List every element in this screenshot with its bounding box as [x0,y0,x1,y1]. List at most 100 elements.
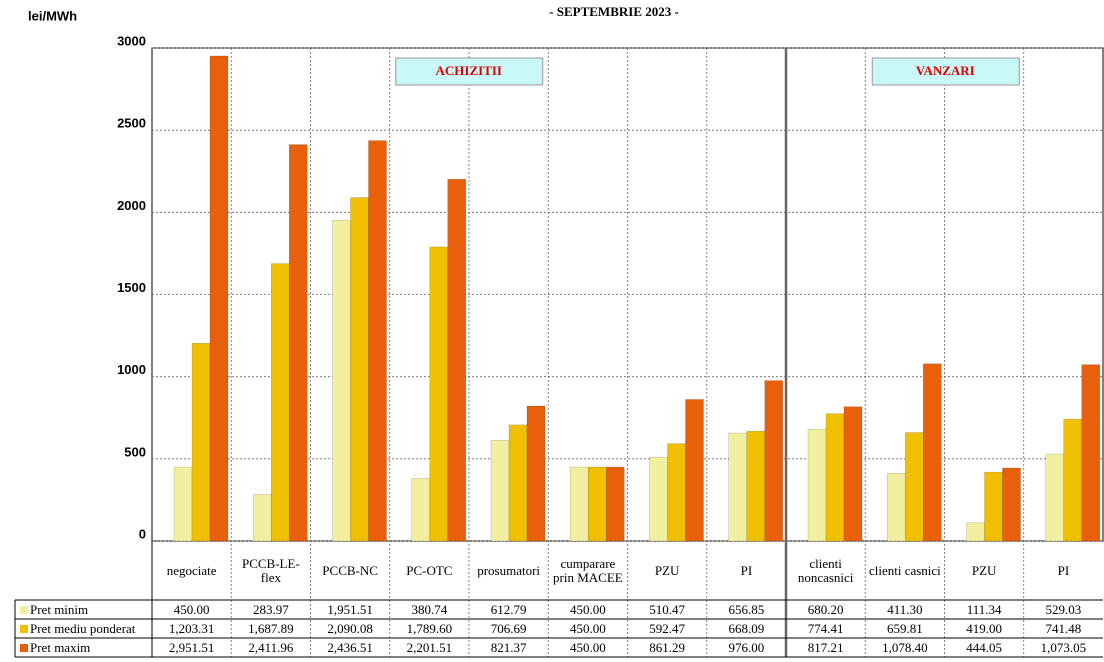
data-label: 821.37 [490,639,527,655]
bar [271,263,290,542]
data-label: 529.03 [1045,601,1082,617]
category-label: clienti casnici [868,563,941,578]
y-axis-label: lei/MWh [28,8,77,23]
category-label: PI [740,563,753,578]
y-tick-label: 2500 [117,116,146,131]
data-label: 2,951.51 [168,639,215,655]
bar [209,55,229,542]
data-label: 510.47 [649,601,685,617]
bar [173,466,193,542]
y-tick-label: 2000 [117,198,146,213]
data-label: 2,201.51 [406,639,453,655]
bar [685,399,704,542]
data-label: 450.00 [570,601,606,617]
bar [508,424,528,542]
data-label: 411.30 [887,601,923,617]
data-label: 450.00 [570,620,606,636]
bar [728,432,747,542]
bar [843,406,863,542]
bar [332,220,351,542]
annotation: ACHIZITII [436,63,502,78]
bar [411,478,430,542]
data-label: 2,411.96 [248,639,294,655]
data-label: 656.85 [728,601,765,617]
data-label: 1,203.31 [168,620,215,636]
bar [825,413,845,542]
bar [764,380,783,542]
data-label: 1,789.60 [406,620,453,636]
bar [350,197,369,542]
y-tick-label: 3000 [117,33,146,48]
bar [289,144,308,542]
data-label: 283.97 [253,601,289,617]
data-label: 741.48 [1045,620,1082,636]
legend-swatch [20,643,28,652]
category-label: PI [1057,563,1070,578]
category-label: PZU [971,563,997,578]
data-label: 592.47 [649,620,685,636]
bar [570,466,589,542]
bar [191,343,211,542]
legend-item: Pret maxim [16,638,152,657]
bar [649,456,668,542]
bar [923,363,942,542]
y-tick-label: 1500 [117,280,146,295]
data-label: 817.21 [807,639,844,655]
data-label: 444.05 [966,639,1002,655]
y-tick-label: 1000 [117,362,146,377]
data-label: 2,436.51 [327,639,373,655]
bar [984,471,1003,542]
data-label: 450.00 [570,639,606,655]
bar [887,473,906,542]
annotation-box [395,57,544,86]
bar [588,466,607,542]
bar [1002,467,1021,542]
category-label: clienti noncasnici [797,556,854,585]
bar [746,430,765,542]
chart-title: - SEPTEMBRIE 2023 - [549,4,679,19]
data-label: 659.81 [887,620,923,636]
data-label: 861.29 [649,639,685,655]
legend-item: Pret mediu ponderat [16,619,152,638]
data-label: 668.09 [728,620,765,636]
legend-swatch [20,605,28,614]
legend-label: Pret minim [30,601,89,617]
category-label: negociate [166,563,217,578]
category-label: prosumatori [477,563,541,578]
bar [526,405,546,542]
category-label: PZU [654,563,680,578]
bar [905,432,924,542]
legend-item: Pret minim [16,600,152,619]
data-label: 111.34 [966,601,1002,617]
bar [429,246,448,542]
data-label: 1,078.40 [882,639,928,655]
legend-label: Pret maxim [30,639,91,655]
data-label: 1,687.89 [248,620,294,636]
y-tick-label: 0 [139,526,146,541]
bar [1063,418,1082,542]
data-label: 2,090.08 [327,620,373,636]
data-label: 774.41 [807,620,844,636]
data-label: 706.69 [490,620,527,636]
category-label: PCCB-LE-flex [241,556,300,585]
bar [1081,364,1100,542]
bar [490,440,510,542]
bar [966,522,985,542]
bar [807,428,827,542]
legend-label: Pret mediu ponderat [30,620,136,636]
data-label: 976.00 [728,639,765,655]
category-label: PC-OTC [406,563,453,578]
legend-swatch [20,624,28,633]
data-label: 450.00 [173,601,210,617]
annotation: VANZARI [916,63,975,78]
data-label: 380.74 [411,601,448,617]
data-label: 680.20 [807,601,844,617]
category-label: cumparare prin MACEE [553,556,623,585]
data-label: 1,951.51 [327,601,373,617]
data-label: 419.00 [966,620,1002,636]
bar [667,443,686,542]
annotation-box [871,57,1020,86]
bar [1045,453,1064,542]
